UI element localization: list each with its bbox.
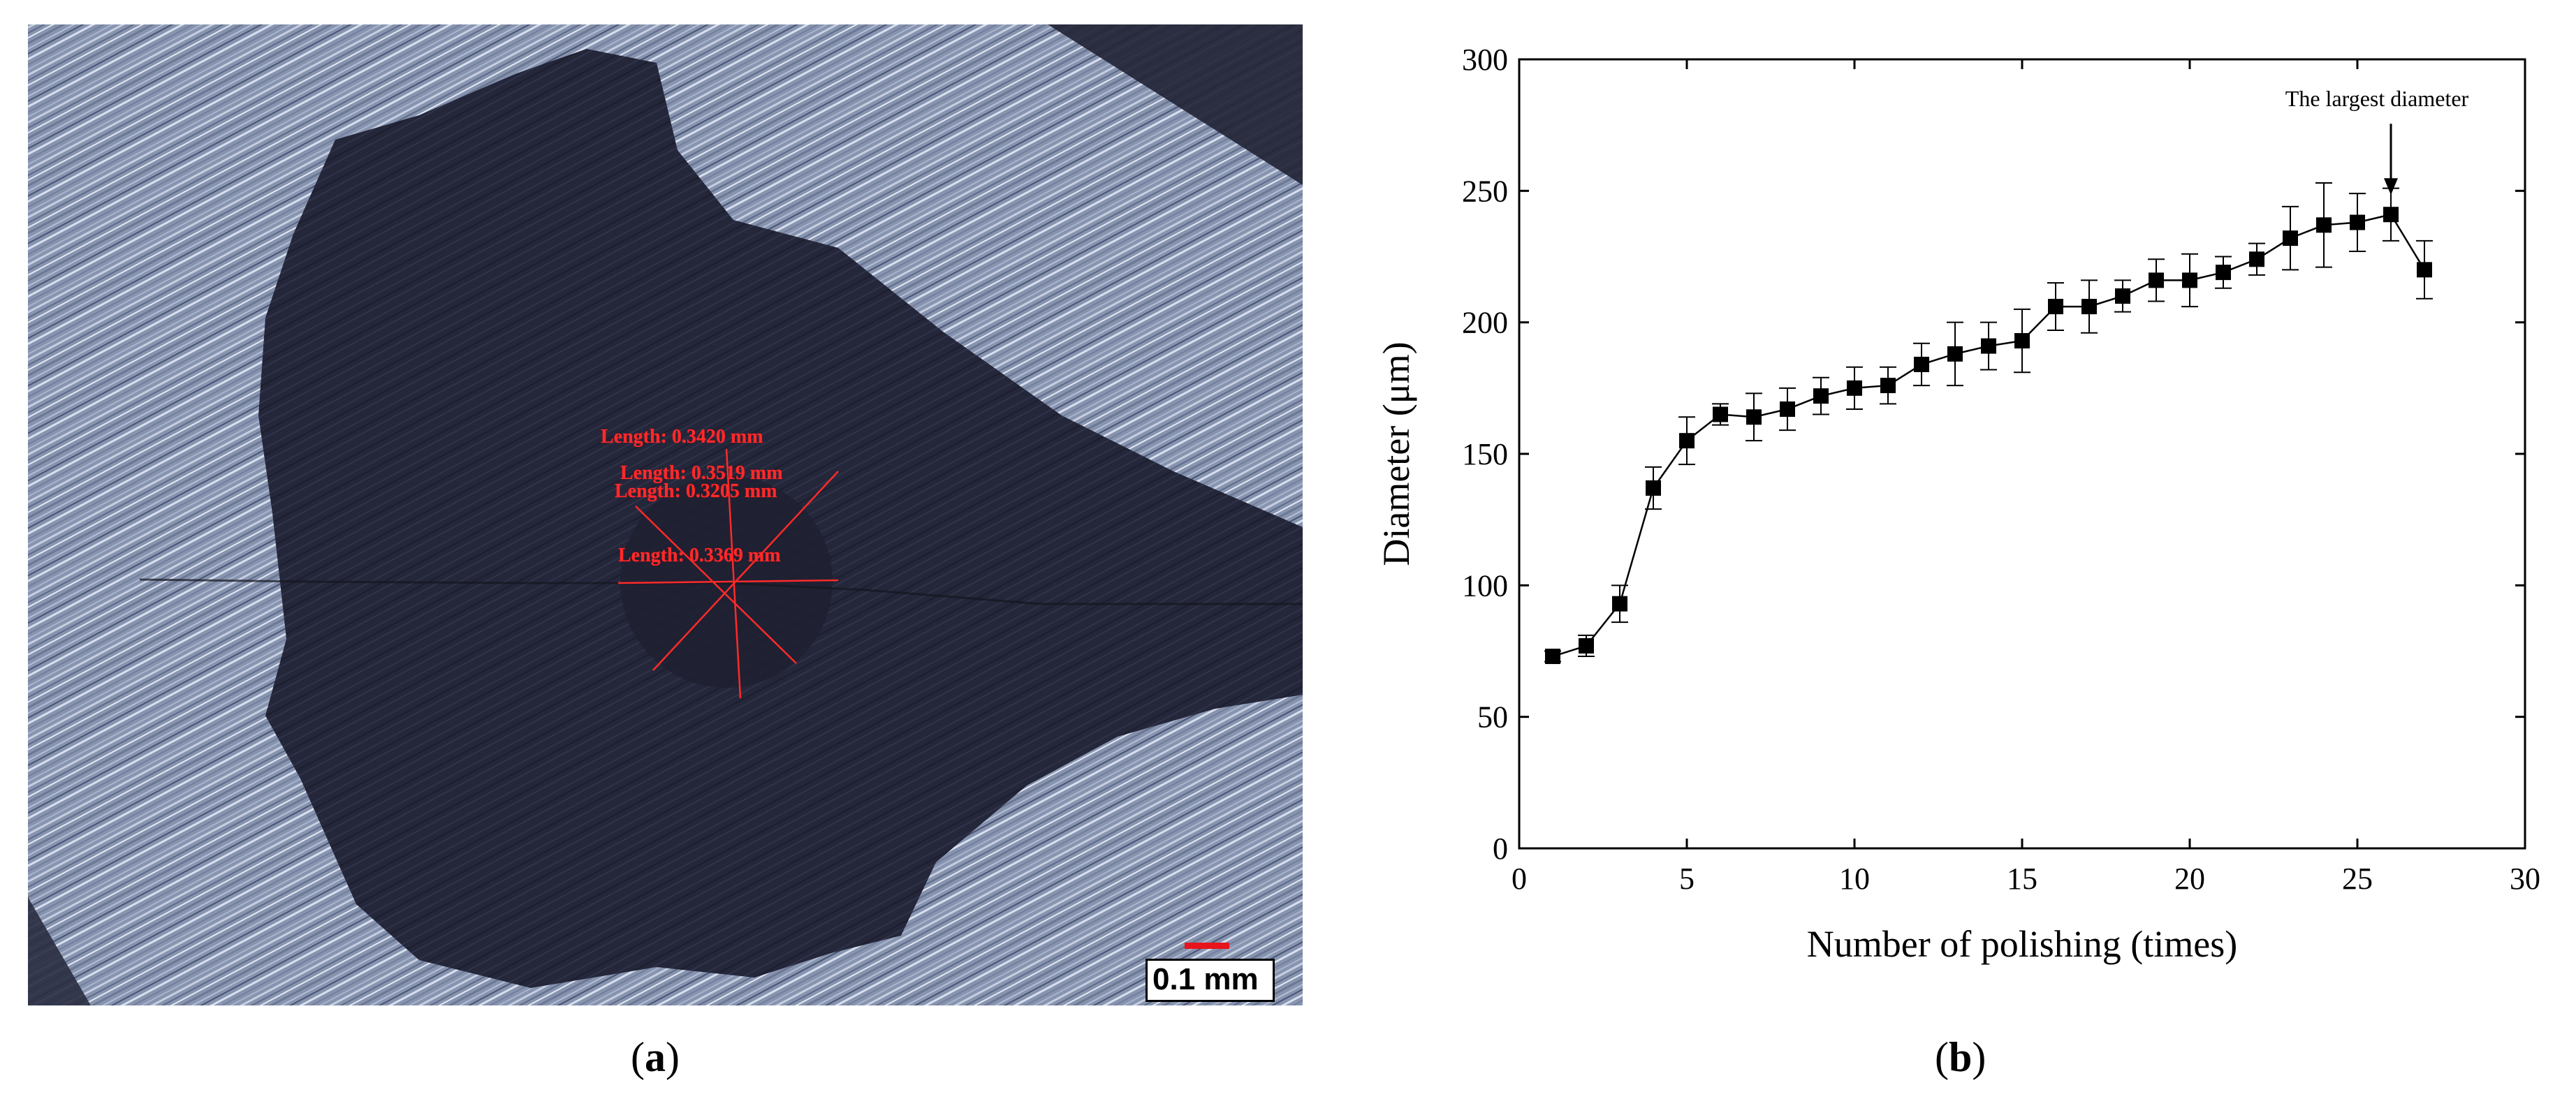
data-point	[2014, 333, 2030, 349]
data-point	[1646, 480, 1661, 496]
data-point	[1579, 637, 1594, 654]
y-tick-label: 100	[1462, 568, 1508, 603]
scale-bar	[1185, 943, 1229, 949]
measurement-lines	[617, 448, 839, 699]
data-point	[1780, 401, 1795, 417]
measurement-label: Length: 0.3519 mm	[620, 462, 783, 484]
x-tick-label: 20	[2174, 862, 2205, 896]
panel-label-a: (a)	[631, 1033, 680, 1082]
panel-label-open: (	[631, 1034, 645, 1080]
x-tick-label: 5	[1679, 862, 1695, 896]
y-tick-label: 300	[1462, 43, 1508, 77]
data-point	[1847, 380, 1862, 396]
x-tick-label: 30	[2510, 862, 2540, 896]
y-axis-label: Diameter (μm)	[1375, 341, 1417, 566]
x-axis-label: Number of polishing (times)	[1807, 923, 2237, 965]
data-point	[1612, 596, 1627, 612]
panel-label-letter: a	[644, 1034, 666, 1080]
y-tick-label: 50	[1477, 700, 1508, 735]
data-point	[2081, 299, 2097, 315]
data-point	[2149, 272, 2164, 288]
x-tick-label: 0	[1512, 862, 1527, 896]
panel-label-letter: b	[1948, 1034, 1973, 1080]
data-point	[1947, 346, 1963, 362]
panel-label-open: (	[1935, 1034, 1949, 1080]
data-point	[2383, 207, 2399, 223]
scale-box	[1146, 959, 1275, 1002]
x-tick-label: 25	[2342, 862, 2373, 896]
data-point	[2350, 214, 2365, 230]
annotation-text: The largest diameter	[2285, 86, 2469, 111]
measurement-label: Length: 0.3205 mm	[615, 480, 777, 502]
data-point	[2216, 265, 2231, 281]
data-point	[1713, 406, 1728, 422]
y-tick-label: 200	[1462, 306, 1508, 340]
data-point	[1981, 338, 1996, 354]
data-point	[1813, 388, 1829, 404]
micrograph-image	[28, 24, 1303, 1005]
panel-label-close: )	[1972, 1034, 1986, 1080]
x-tick-label: 10	[1839, 862, 1870, 896]
data-point	[2048, 299, 2063, 315]
annotation-arrow-head	[2384, 178, 2398, 196]
data-point	[2182, 272, 2197, 288]
data-point	[1545, 649, 1560, 665]
y-tick-label: 150	[1462, 437, 1508, 471]
data-point	[2417, 262, 2432, 278]
data-point	[2283, 230, 2298, 246]
measurement-label: Length: 0.3369 mm	[618, 545, 781, 566]
measurement-label: Length: 0.3420 mm	[601, 426, 763, 448]
plot-frame	[1518, 58, 2526, 850]
x-tick-label: 15	[2007, 862, 2037, 896]
data-point	[2249, 251, 2264, 267]
data-point	[2316, 217, 2332, 233]
y-tick-label: 0	[1493, 832, 1508, 866]
scale-label: 0.1 mm	[1152, 962, 1259, 996]
panel-label-b: (b)	[1935, 1033, 1986, 1082]
data-point	[1880, 378, 1896, 394]
data-point	[1679, 433, 1695, 449]
y-tick-label: 250	[1462, 174, 1508, 208]
panel-label-close: )	[665, 1034, 680, 1080]
data-point	[2115, 288, 2130, 304]
data-point	[1746, 409, 1762, 425]
data-point	[1914, 356, 1929, 372]
